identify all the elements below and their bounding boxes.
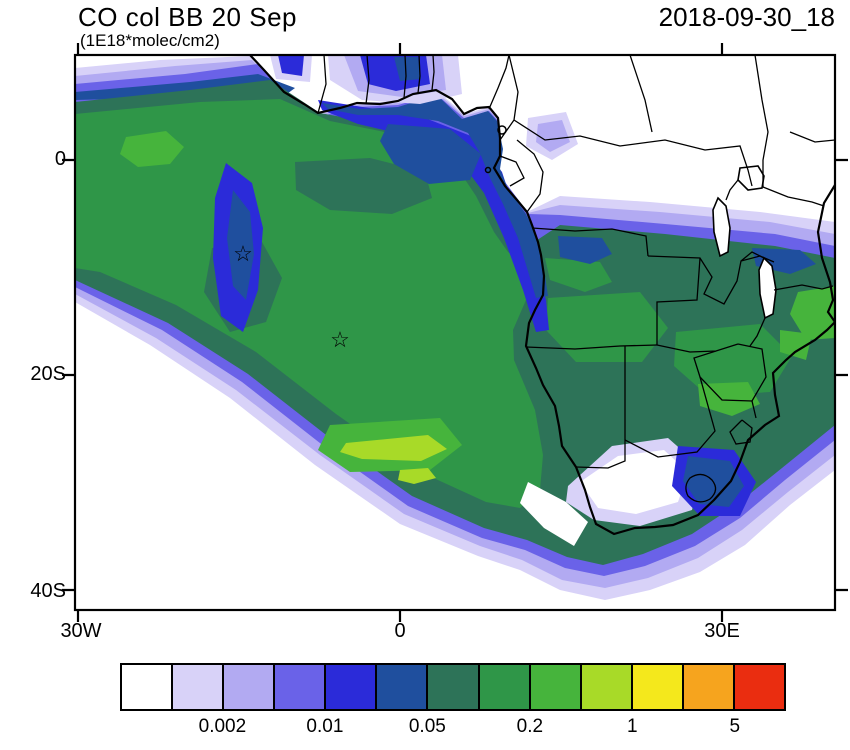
lake-outline: [737, 165, 765, 191]
x-axis-ticks: [76, 610, 724, 622]
colorbar-tick-label: 0.002: [198, 716, 247, 737]
geography: [249, 55, 835, 536]
x-tick-label-30e: 30E: [704, 620, 740, 642]
colorbar-cell: [581, 665, 633, 709]
units-label: (1E18*molec/cm2): [80, 31, 220, 50]
contour-region: [295, 158, 432, 214]
colorbar-tick-label: 1: [626, 716, 638, 737]
contour-region: [545, 258, 612, 292]
colorbar: [120, 663, 786, 711]
contour-region: [398, 468, 436, 484]
colorbar-tick-label: 0.01: [306, 716, 344, 737]
star-marker: ☆: [233, 241, 253, 266]
contour-field: [75, 55, 835, 600]
island-outline: [484, 166, 492, 174]
y-tick-label-20s: 20S: [30, 363, 66, 385]
x-tick-label-0: 0: [394, 620, 406, 642]
contour-region: [580, 450, 688, 514]
colorbar-cell: [377, 665, 429, 709]
colorbar-cell: [173, 665, 225, 709]
contour-region: [674, 324, 792, 396]
contour-region: [120, 131, 184, 167]
contour-region: [227, 190, 254, 300]
colorbar-cell: [734, 665, 785, 709]
timestamp-label: 2018-09-30_18: [658, 2, 835, 32]
y-tick-label-0: 0: [54, 148, 66, 170]
y-axis-ticks: [62, 158, 75, 592]
coastline-path: [249, 55, 835, 536]
plot-frame: [73, 53, 837, 612]
star-marker: ☆: [330, 327, 350, 352]
contour-region: [536, 120, 570, 152]
colorbar-cell: [224, 665, 276, 709]
axes: [62, 43, 848, 622]
lake-outline: [758, 256, 777, 320]
contour-region: [322, 95, 548, 298]
lake-outline: [712, 196, 731, 258]
contour-region: [340, 435, 447, 461]
contour-region: [394, 57, 421, 81]
x-tick-label-30w: 30W: [60, 620, 102, 642]
colorbar-cell: [326, 665, 378, 709]
contour-region: [75, 99, 543, 508]
contour-region: [790, 286, 835, 340]
contour-region: [780, 330, 812, 360]
colorbar-tick-label: 0.2: [516, 716, 544, 737]
island-outline: [497, 125, 507, 135]
x-axis-ticks-top: [76, 43, 724, 55]
contour-region: [558, 236, 612, 264]
contour-region: [546, 292, 668, 362]
colorbar-cell: [479, 665, 531, 709]
colorbar-cell: [275, 665, 327, 709]
contour-region: [278, 55, 304, 76]
colorbar-tick-label: 5: [729, 716, 741, 737]
coastline-path: [816, 184, 835, 323]
country-borders: [317, 55, 835, 503]
page-title: CO col BB 20 Sep: [78, 2, 297, 32]
colorbar-cell: [632, 665, 684, 709]
y-axis-ticks-right: [835, 158, 848, 592]
contour-region: [380, 124, 481, 184]
colorbar-cell: [122, 665, 174, 709]
colorbar-cell: [530, 665, 582, 709]
contour-region: [520, 482, 588, 546]
colorbar-labels: 0.002 0.01 0.05 0.2 1 5: [120, 716, 786, 740]
station-markers: ☆ ☆: [233, 241, 350, 352]
colorbar-cell: [683, 665, 735, 709]
colorbar-cell: [428, 665, 480, 709]
colorbar-tick-label: 0.05: [408, 716, 446, 737]
y-tick-label-40s: 40S: [30, 580, 66, 602]
